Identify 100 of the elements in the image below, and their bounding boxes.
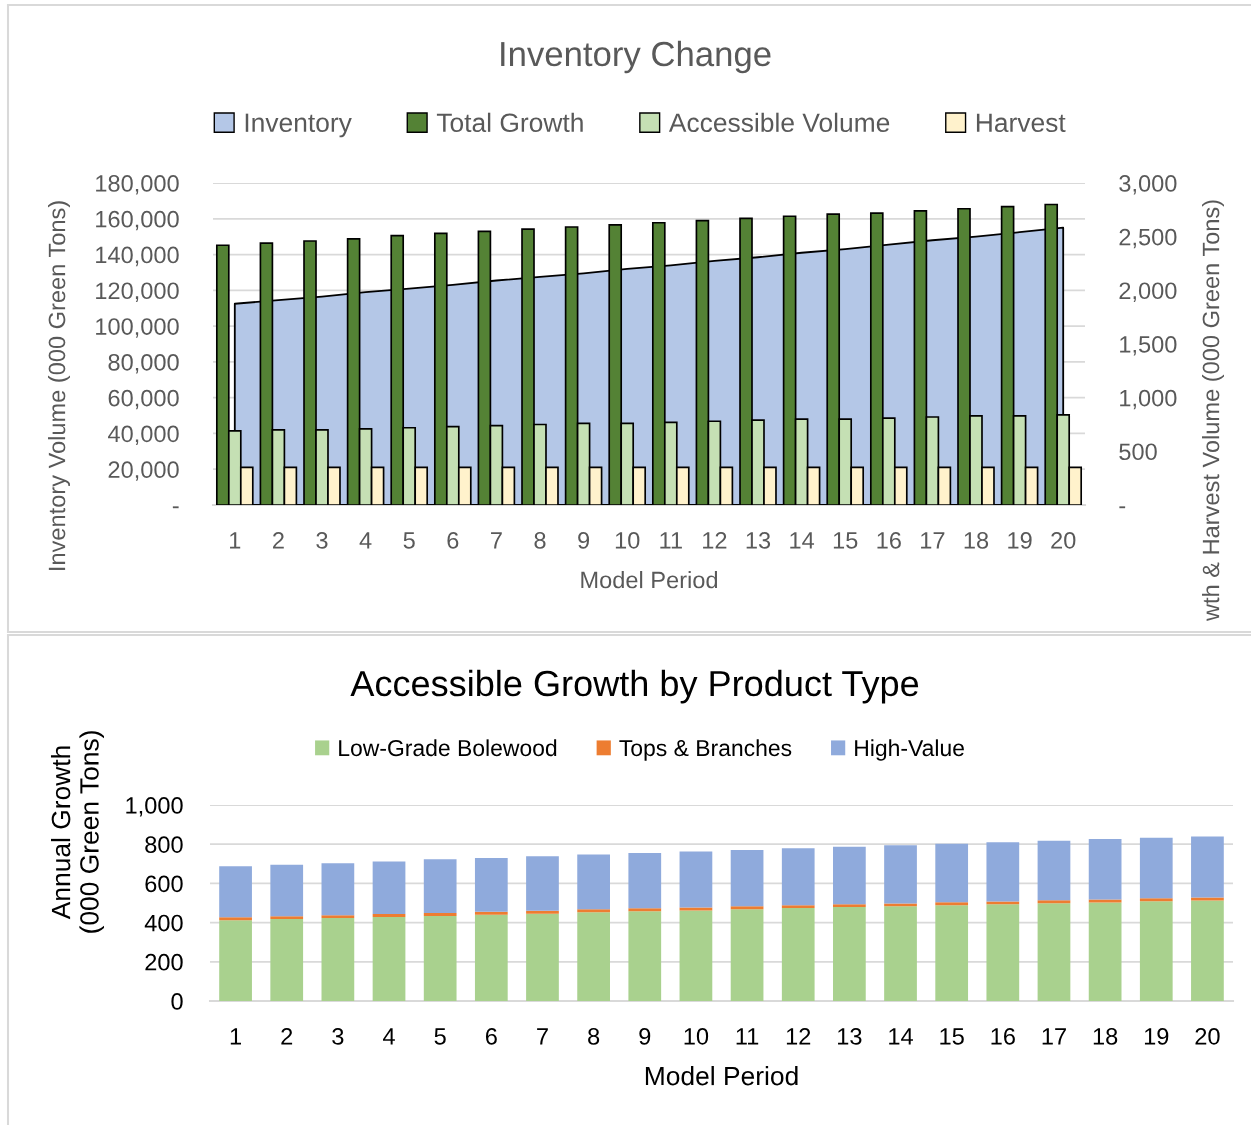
bar: [1139, 837, 1173, 899]
y-tick-label: 800: [145, 836, 183, 853]
y-tick-label: 600: [145, 875, 183, 893]
legend-label: High-Value: [855, 739, 964, 761]
bar: [219, 917, 252, 921]
y-tick-label: 160,000: [96, 210, 179, 231]
bar: [1191, 836, 1224, 898]
bar: [935, 902, 969, 906]
x-axis-title: Model Period: [645, 1066, 798, 1086]
bar: [935, 905, 969, 1001]
bar: [1088, 902, 1122, 1001]
x-tick-label: 14: [790, 532, 815, 549]
x-tick-label: 19: [1008, 532, 1032, 549]
bar: [526, 910, 559, 914]
y2-axis-title: wth & Harvest Volume (000 Green Tons): [1202, 200, 1224, 622]
x-tick-label: 7: [491, 532, 502, 549]
bar: [1037, 840, 1071, 901]
bar: [577, 909, 610, 913]
x-tick-label: 5: [403, 532, 415, 549]
legend-label: Inventory: [245, 113, 352, 138]
x-tick-label: 2: [273, 532, 284, 549]
bar: [833, 846, 866, 905]
x-tick-label: 12: [703, 532, 727, 549]
x-tick-label: 6: [485, 1028, 497, 1045]
x-tick-label: 10: [684, 1028, 709, 1045]
bar: [270, 919, 304, 1001]
bar: [781, 848, 815, 906]
legend-label: Low-Grade Bolewood: [339, 739, 557, 757]
x-tick-label: 7: [537, 1028, 548, 1045]
x-tick-label: 10: [615, 532, 640, 549]
x-tick-label: 16: [877, 532, 901, 549]
bar: [935, 843, 969, 903]
y-tick-label: 0: [171, 993, 183, 1010]
legend-label: Total Growth: [436, 112, 583, 133]
bar: [1139, 898, 1173, 902]
x-tick-label: 6: [447, 532, 459, 549]
bar: [628, 853, 662, 909]
x-tick-label: 11: [736, 1028, 759, 1045]
bar: [1191, 900, 1224, 1001]
y-tick-label: 140,000: [96, 246, 179, 267]
bar: [628, 908, 662, 912]
x-tick-label: 9: [578, 532, 590, 549]
y2-tick-label: 3,000: [1119, 175, 1177, 195]
x-tick-label: 2: [281, 1028, 293, 1045]
y2-tick-label: 2,500: [1119, 228, 1177, 249]
bar: [423, 915, 457, 1001]
bar: [833, 907, 866, 1001]
x-tick-label: 20: [1195, 1028, 1220, 1045]
x-tick-label: 15: [833, 532, 858, 549]
bar: [730, 906, 764, 910]
bar: [577, 854, 610, 910]
bar: [474, 857, 508, 912]
x-tick-label: 9: [639, 1028, 651, 1045]
y-tick-label: 100,000: [96, 318, 179, 338]
y-tick-label: 1,000: [126, 797, 183, 817]
bar: [1088, 899, 1122, 903]
bar: [270, 864, 304, 917]
x-tick-label: 15: [940, 1028, 964, 1045]
x-tick-label: 5: [434, 1028, 446, 1045]
x-tick-label: 13: [746, 532, 771, 549]
bar: [628, 911, 662, 1001]
chart-title: Accessible Growth by Product Type: [350, 669, 919, 704]
bar: [372, 861, 406, 914]
y-tick-label: 120,000: [96, 282, 179, 302]
bar: [474, 911, 508, 915]
bar: [679, 910, 713, 1001]
y-axis-title: Annual Growth (000 Green Tons): [50, 731, 104, 933]
x-tick-label: 1: [230, 532, 241, 549]
bar: [884, 845, 917, 904]
x-tick-label: 14: [889, 1028, 913, 1045]
bar: [1037, 903, 1071, 1001]
x-tick-label: 4: [359, 532, 372, 549]
x-tick-label: 18: [1093, 1028, 1118, 1045]
bar: [833, 904, 866, 908]
bar: [474, 914, 508, 1001]
y-tick-label: 180,000: [96, 175, 179, 195]
x-tick-label: 11: [660, 532, 682, 549]
x-tick-label: 3: [316, 532, 328, 549]
bar: [526, 913, 559, 1001]
y2-tick-label: 1,500: [1120, 336, 1177, 356]
y-tick-label: 200: [145, 953, 183, 971]
x-tick-label: 8: [588, 1028, 600, 1045]
bar: [781, 908, 815, 1001]
bar: [423, 913, 457, 916]
bar: [270, 916, 304, 920]
bar: [321, 915, 355, 919]
bar: [321, 863, 355, 916]
bar: [986, 842, 1020, 902]
chart-title: Inventory Change: [501, 40, 771, 74]
bar: [986, 904, 1020, 1001]
x-tick-label: 8: [534, 532, 546, 549]
x-tick-label: 16: [991, 1028, 1015, 1045]
bar: [781, 905, 815, 909]
x-tick-label: 19: [1144, 1028, 1169, 1045]
x-tick-label: 1: [230, 1028, 241, 1045]
bar: [730, 909, 764, 1001]
bar: [884, 906, 917, 1001]
y-tick-label: 80,000: [108, 353, 179, 374]
bar: [986, 901, 1020, 905]
x-axis-title: Model Period: [581, 571, 718, 589]
